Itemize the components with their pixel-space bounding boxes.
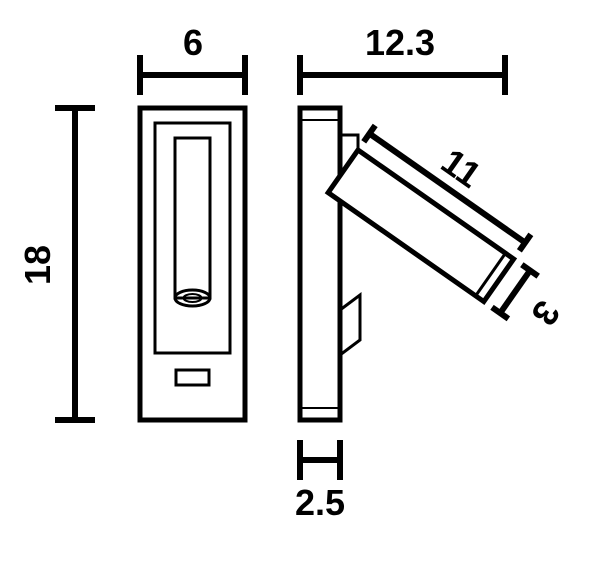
dim-plate-2-5: 2.5 xyxy=(295,440,345,523)
dim-label-6: 6 xyxy=(183,22,203,63)
dim-height-18: 18 xyxy=(17,108,95,420)
dim-label-2-5: 2.5 xyxy=(295,482,345,523)
tilted-arm: 11 3 xyxy=(328,97,600,347)
dimension-drawing: 18 6 12.3 xyxy=(0,0,600,564)
dim-width-6: 6 xyxy=(140,22,245,95)
side-view xyxy=(300,108,360,420)
dim-label-3: 3 xyxy=(523,293,568,333)
dim-label-18: 18 xyxy=(17,245,58,285)
dim-depth-12-3: 12.3 xyxy=(300,22,505,95)
dim-label-12-3: 12.3 xyxy=(365,22,435,63)
front-view xyxy=(140,108,245,420)
